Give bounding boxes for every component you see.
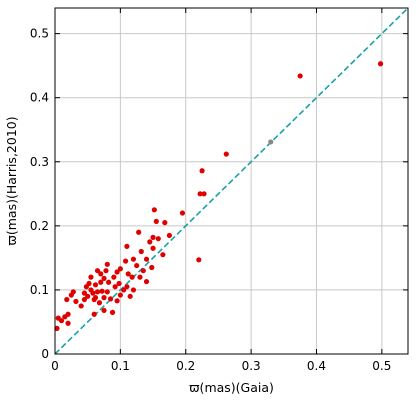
data-point: [88, 274, 94, 280]
data-point: [149, 264, 155, 271]
y-tick-label: 0.5: [30, 27, 49, 41]
data-point: [90, 290, 96, 296]
y-axis-title: ϖ(mas)(Harris,2010): [4, 116, 19, 245]
data-point: [121, 287, 127, 293]
data-point: [73, 298, 79, 305]
data-point: [150, 245, 156, 251]
plot-frame: [54, 7, 409, 355]
data-point: [117, 292, 123, 298]
data-point: [166, 232, 172, 239]
data-point: [101, 295, 107, 301]
data-point: [81, 290, 88, 296]
data-point: [64, 296, 70, 303]
data-point: [124, 243, 130, 249]
y-tick-label: 0.3: [30, 155, 49, 169]
data-point: [91, 311, 97, 317]
axis-ticks: 0 0.1 0.2 0.3 0.4 0.5 0 0.1 0.2 0.3 0.4 0.5: [30, 8, 408, 373]
data-point: [377, 61, 384, 67]
x-tick-label: 0.1: [111, 359, 130, 373]
data-points: [54, 61, 384, 331]
data-point: [130, 256, 137, 262]
data-point: [78, 303, 84, 309]
data-point: [104, 261, 110, 267]
data-point: [101, 307, 107, 314]
data-point: [138, 248, 144, 255]
y-tick-label: 0.2: [30, 219, 49, 233]
data-point: [94, 289, 101, 295]
data-point: [199, 168, 205, 174]
data-point: [65, 311, 71, 317]
data-point: [92, 295, 99, 301]
data-point: [106, 279, 112, 285]
x-tick-label: 0.2: [176, 359, 195, 373]
data-point: [107, 296, 114, 302]
data-point: [111, 274, 117, 280]
data-point: [94, 268, 101, 274]
data-point: [92, 282, 99, 288]
data-point: [150, 234, 156, 240]
data-point: [114, 269, 120, 275]
data-point: [65, 320, 71, 326]
x-tick-label: 0.5: [372, 359, 391, 373]
data-point: [125, 271, 131, 277]
data-point: [101, 275, 107, 281]
data-point: [197, 191, 203, 197]
data-point: [179, 210, 186, 216]
data-point: [196, 257, 202, 263]
y-tick-label: 0.1: [30, 283, 49, 297]
data-point: [160, 252, 166, 258]
data-point: [162, 220, 168, 226]
data-point: [127, 293, 133, 299]
data-point: [153, 218, 159, 224]
x-tick-label: 0.4: [307, 359, 326, 373]
data-point: [123, 258, 129, 264]
data-point: [136, 229, 142, 235]
data-point: [116, 280, 122, 287]
data-point: [54, 325, 60, 331]
identity-reference-line: [54, 7, 409, 355]
data-point: [134, 262, 140, 269]
x-axis-title: ϖ(mas)(Gaia): [189, 380, 274, 395]
data-point: [98, 279, 104, 285]
data-point: [98, 271, 104, 277]
data-point: [143, 256, 150, 262]
data-point: [104, 289, 110, 295]
x-tick-label: 0: [51, 359, 59, 373]
data-point: [140, 268, 146, 274]
data-point: [151, 207, 157, 213]
data-point: [129, 274, 135, 280]
data-point: [155, 236, 161, 242]
x-tick-label: 0.3: [242, 359, 261, 373]
y-tick-label: 0: [41, 347, 49, 361]
data-point: [130, 287, 137, 293]
data-point: [99, 288, 105, 294]
data-point: [124, 284, 130, 290]
data-point: [117, 266, 123, 272]
data-point: [112, 284, 118, 290]
data-point: [201, 191, 207, 197]
data-point: [58, 318, 65, 324]
data-point: [109, 309, 116, 315]
y-tick-label: 0.4: [30, 91, 49, 105]
data-point: [143, 278, 150, 285]
data-point: [137, 274, 143, 280]
data-point: [114, 298, 120, 304]
data-point: [297, 73, 303, 79]
data-point: [96, 300, 103, 306]
data-point: [223, 151, 229, 157]
data-point: [85, 293, 91, 299]
data-point: [268, 139, 274, 145]
data-point: [147, 239, 153, 245]
data-point: [81, 296, 88, 303]
data-point: [70, 289, 76, 295]
data-point: [103, 268, 109, 274]
data-point: [86, 280, 92, 287]
